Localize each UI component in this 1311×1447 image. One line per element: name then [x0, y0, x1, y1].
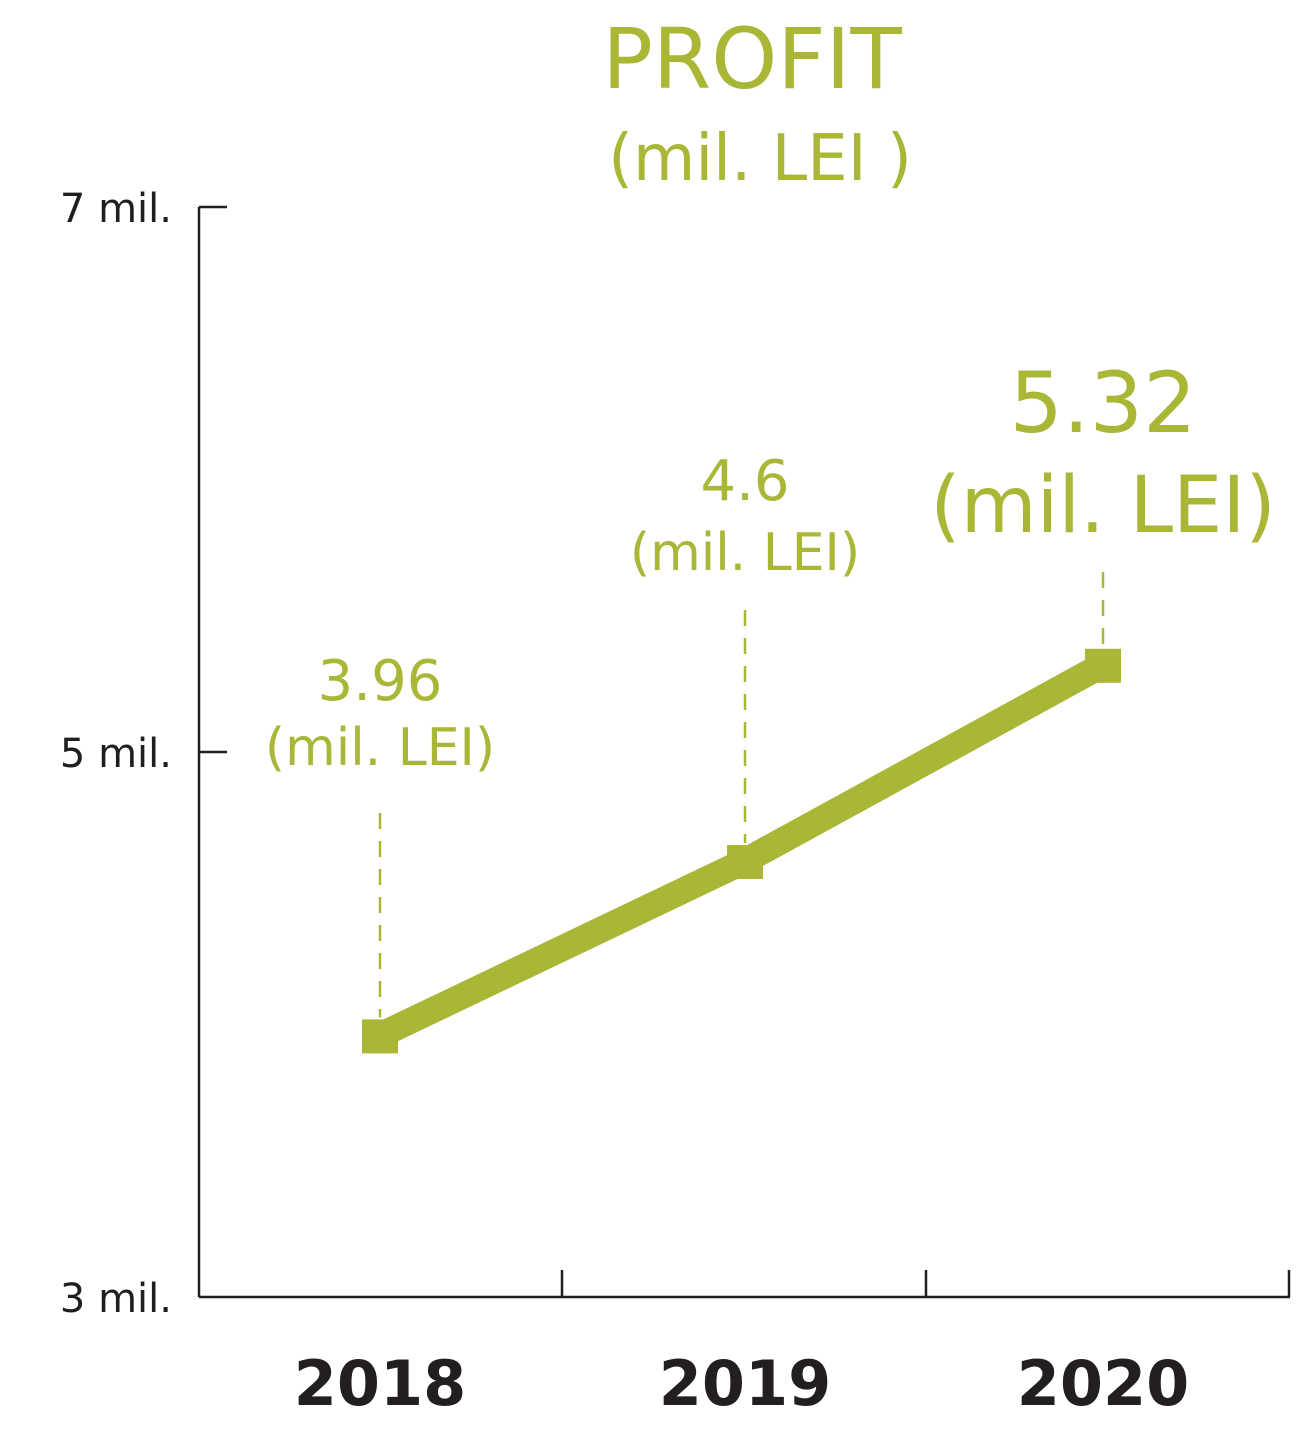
data-point-marker [1085, 648, 1121, 683]
data-unit-label: (mil. LEI) [265, 718, 495, 778]
data-point-marker [362, 1019, 398, 1054]
chart-subtitle: (mil. LEI ) [608, 122, 912, 196]
y-tick-label: 7 mil. [60, 186, 172, 232]
x-tick-label: 2018 [294, 1347, 467, 1420]
chart-title: PROFIT [602, 10, 902, 108]
y-tick-label: 3 mil. [60, 1276, 172, 1322]
data-value-label: 5.32 [1009, 354, 1196, 452]
data-value-label: 3.96 [318, 649, 443, 714]
data-unit-label: (mil. LEI) [930, 461, 1276, 551]
x-tick-label: 2020 [1017, 1347, 1190, 1420]
data-unit-label: (mil. LEI) [630, 523, 860, 583]
data-point-marker [727, 845, 763, 879]
data-value-label: 4.6 [700, 449, 789, 514]
x-tick-label: 2019 [659, 1347, 832, 1420]
y-tick-label: 5 mil. [60, 731, 172, 777]
